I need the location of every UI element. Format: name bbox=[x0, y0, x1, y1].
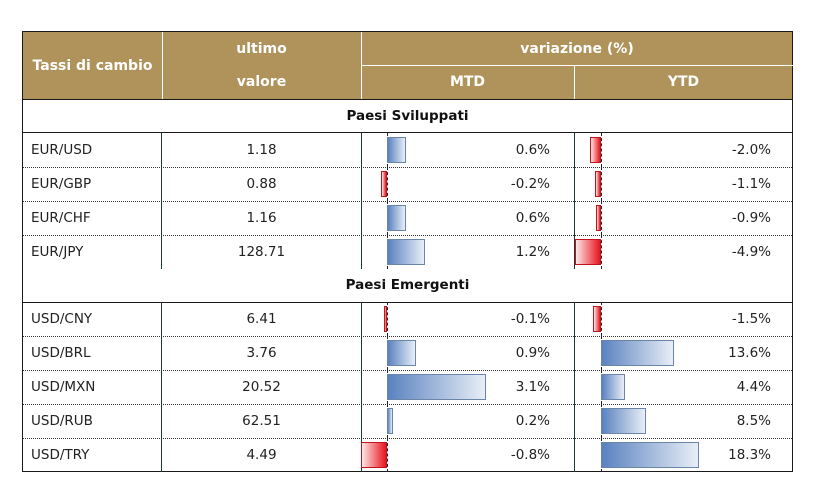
header-mtd: MTD bbox=[449, 74, 486, 90]
mtd-bar bbox=[387, 340, 416, 366]
currency-pair: EUR/USD bbox=[23, 132, 162, 167]
currency-pair: EUR/GBP bbox=[23, 166, 162, 201]
ytd-bar bbox=[601, 340, 674, 366]
ytd-cell: -2.0% bbox=[574, 132, 793, 167]
last-value: 62.51 bbox=[162, 404, 362, 438]
ytd-bar bbox=[601, 408, 647, 434]
mtd-cell: 3.1% bbox=[361, 370, 575, 404]
ytd-cell: -0.9% bbox=[574, 200, 793, 235]
ytd-cell: 4.4% bbox=[574, 370, 793, 404]
ytd-value: -0.9% bbox=[731, 209, 771, 226]
table-row: EUR/USD 1.18 0.6% -2.0% bbox=[23, 132, 793, 168]
header-ytd: YTD bbox=[667, 74, 700, 90]
currency-pair: EUR/CHF bbox=[23, 200, 162, 235]
last-value: 3.76 bbox=[162, 336, 362, 370]
ytd-bar bbox=[574, 238, 601, 265]
ytd-bar bbox=[592, 306, 601, 332]
mtd-cell: 0.6% bbox=[361, 200, 575, 235]
ytd-value: 8.5% bbox=[736, 413, 771, 429]
ytd-value: 18.3% bbox=[728, 447, 771, 463]
currency-pair: USD/MXN bbox=[23, 370, 162, 404]
mtd-value: -0.2% bbox=[510, 175, 550, 192]
currency-pair: EUR/JPY bbox=[23, 234, 162, 269]
ytd-cell: -1.5% bbox=[574, 302, 793, 336]
header-variation: variazione (%) bbox=[520, 40, 634, 57]
mtd-cell: 0.9% bbox=[361, 336, 575, 370]
exchange-rates-table: Tassi di cambio ultimo valore variazione… bbox=[22, 31, 793, 472]
ytd-value: 13.6% bbox=[728, 345, 771, 361]
header-last-line1: ultimo bbox=[236, 40, 287, 57]
table-row: USD/TRY 4.49 -0.8% 18.3% bbox=[23, 438, 792, 472]
ytd-bar bbox=[595, 170, 601, 197]
mtd-value: 0.6% bbox=[515, 209, 550, 226]
ytd-value: 4.4% bbox=[736, 379, 771, 395]
mtd-value: 0.2% bbox=[515, 413, 550, 429]
mtd-cell: -0.8% bbox=[361, 438, 575, 472]
currency-pair: USD/TRY bbox=[23, 438, 162, 472]
mtd-bar bbox=[387, 136, 407, 163]
ytd-cell: 13.6% bbox=[574, 336, 793, 370]
currency-pair: USD/RUB bbox=[23, 404, 162, 438]
mtd-value: -0.8% bbox=[510, 447, 550, 463]
mtd-value: -0.1% bbox=[510, 311, 550, 327]
mtd-value: 1.2% bbox=[515, 243, 550, 260]
ytd-cell: 18.3% bbox=[574, 438, 793, 472]
table-row: EUR/GBP 0.88 -0.2% -1.1% bbox=[23, 166, 793, 202]
ytd-bar bbox=[596, 204, 601, 231]
mtd-value: 0.9% bbox=[515, 345, 550, 361]
ytd-bar bbox=[601, 374, 625, 400]
header-pair: Tassi di cambio bbox=[32, 57, 153, 74]
section-title: Paesi Emergenti bbox=[23, 269, 792, 303]
mtd-bar bbox=[387, 374, 487, 400]
mtd-cell: 0.6% bbox=[361, 132, 575, 167]
mtd-bar bbox=[387, 238, 426, 265]
mtd-bar bbox=[387, 204, 407, 231]
last-value: 1.16 bbox=[162, 200, 362, 235]
mtd-bar bbox=[361, 442, 387, 468]
header-last-line2: valore bbox=[236, 74, 287, 90]
ytd-value: -1.1% bbox=[731, 175, 771, 192]
ytd-value: -2.0% bbox=[731, 141, 771, 158]
ytd-bar bbox=[590, 136, 601, 163]
ytd-cell: -4.9% bbox=[574, 234, 793, 269]
ytd-bar bbox=[601, 442, 699, 468]
table-row: USD/RUB 62.51 0.2% 8.5% bbox=[23, 404, 792, 439]
last-value: 0.88 bbox=[162, 166, 362, 201]
last-value: 4.49 bbox=[162, 438, 362, 472]
table-row: USD/MXN 20.52 3.1% 4.4% bbox=[23, 370, 792, 405]
last-value: 128.71 bbox=[162, 234, 362, 269]
last-value: 6.41 bbox=[162, 302, 362, 336]
mtd-cell: -0.2% bbox=[361, 166, 575, 201]
mtd-cell: 1.2% bbox=[361, 234, 575, 269]
mtd-value: 0.6% bbox=[515, 141, 550, 158]
currency-pair: USD/CNY bbox=[23, 302, 162, 336]
ytd-value: -4.9% bbox=[731, 243, 771, 260]
table-row: EUR/CHF 1.16 0.6% -0.9% bbox=[23, 200, 793, 236]
mtd-cell: 0.2% bbox=[361, 404, 575, 438]
mtd-bar bbox=[383, 306, 387, 332]
ytd-cell: -1.1% bbox=[574, 166, 793, 201]
mtd-bar bbox=[380, 170, 387, 197]
mtd-cell: -0.1% bbox=[361, 302, 575, 336]
last-value: 20.52 bbox=[162, 370, 362, 404]
table-row: USD/CNY 6.41 -0.1% -1.5% bbox=[23, 302, 792, 337]
table-row: USD/BRL 3.76 0.9% 13.6% bbox=[23, 336, 792, 371]
currency-pair: USD/BRL bbox=[23, 336, 162, 370]
table-row: EUR/JPY 128.71 1.2% -4.9% bbox=[23, 234, 793, 269]
mtd-bar bbox=[387, 408, 394, 434]
last-value: 1.18 bbox=[162, 132, 362, 167]
mtd-value: 3.1% bbox=[515, 379, 550, 395]
ytd-cell: 8.5% bbox=[574, 404, 793, 438]
section-title: Paesi Sviluppati bbox=[23, 99, 792, 133]
table-header: Tassi di cambio ultimo valore variazione… bbox=[23, 32, 793, 100]
ytd-value: -1.5% bbox=[731, 311, 771, 327]
